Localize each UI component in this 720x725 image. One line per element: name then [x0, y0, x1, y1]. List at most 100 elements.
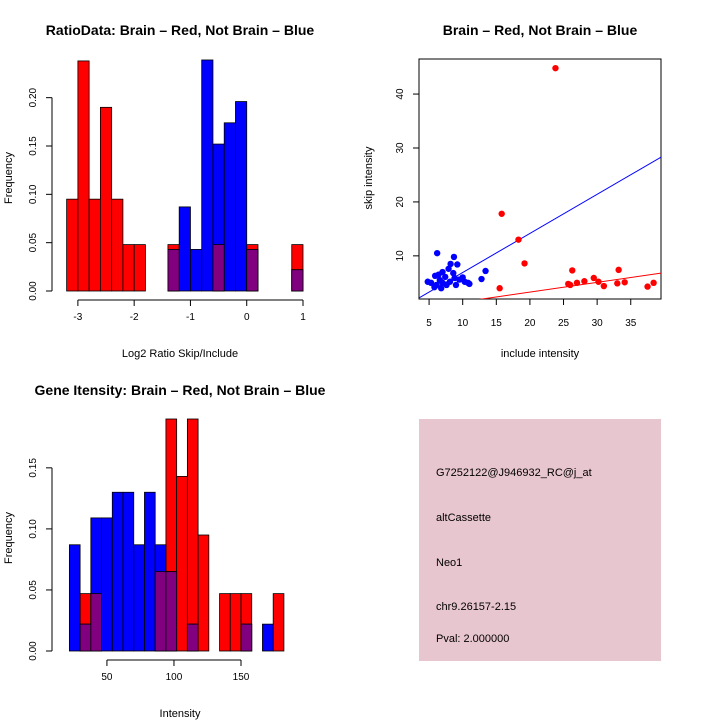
gene-intensity-bar-brain-8 [229, 593, 242, 652]
scatter-x-tick-label: 15 [491, 318, 503, 329]
ratio-bar-overlap-1 [212, 244, 225, 292]
scatter-point-brain-6 [590, 274, 597, 282]
gene-intensity-x-tick-label: 50 [101, 672, 113, 683]
scatter-point-not-brain-11 [431, 272, 439, 280]
scatter-axes: 5 10 15 20 25 30 35 10 20 30 40 [395, 88, 637, 329]
scatter-point-not-brain-21 [443, 281, 450, 289]
info-pval: Pval: 2.000000 [436, 633, 509, 645]
gene-intensity-histogram: Gene Itensity: Brain – Red, Not Brain – … [3, 382, 326, 720]
ratio-bar-overlap-0 [167, 249, 180, 292]
scatter-x-tick-label: 35 [625, 318, 637, 329]
scatter-y-tick-label: 20 [395, 196, 406, 208]
gene-intensity-bar-not-brain-0 [68, 544, 81, 652]
scatter-point-brain-9 [595, 278, 602, 285]
gene-intensity-x-tick-label: 100 [166, 672, 183, 683]
scatter-point-not-brain-0 [433, 249, 441, 257]
scatter-y-tick-label: 10 [395, 250, 406, 262]
ratio-bar-not-brain-2 [190, 249, 203, 292]
scatter-point-not-brain-24 [437, 285, 445, 292]
scatter-point-brain-4 [569, 267, 576, 274]
ratio-bar-not-brain-3 [201, 59, 214, 292]
ratio-bar-not-brain-6 [235, 101, 248, 292]
info-probe-id: G7252122@J946932_RC@j_at [436, 467, 592, 479]
scatter-x-label: include intensity [501, 348, 580, 360]
scatter-point-brain-8 [573, 279, 581, 287]
scatter-fit-lines [419, 156, 661, 299]
ratio-x-tick-label: 0 [244, 312, 250, 323]
scatter-y-tick-label: 40 [395, 88, 406, 100]
scatter-point-brain-7 [581, 278, 588, 285]
gene-intensity-bar-overlap-4 [186, 623, 199, 652]
scatter-point-not-brain-4 [445, 265, 452, 272]
gene-intensity-y-tick-label: 0.05 [28, 580, 39, 600]
gene-intensity-bar-brain-6 [197, 534, 210, 652]
gene-intensity-bars [68, 418, 285, 652]
ratio-y-tick-label: 0.00 [28, 281, 39, 301]
info-event-type: altCassette [436, 512, 491, 524]
ratio-x-label: Log2 Ratio Skip/Include [122, 348, 238, 360]
ratio-x-tick-label: 1 [300, 312, 306, 323]
scatter-point-brain-14 [644, 283, 651, 290]
scatter-x-tick-label: 10 [457, 318, 469, 329]
scatter-point-brain-13 [621, 279, 628, 286]
gene-intensity-bar-not-brain-12 [262, 623, 274, 652]
scatter-point-not-brain-5 [482, 267, 489, 275]
scatter-point-brain-16 [496, 285, 503, 292]
ratio-x-tick-label: -2 [130, 312, 139, 323]
scatter-fit-line-0 [419, 156, 661, 299]
scatter-x-tick-label: 30 [592, 318, 604, 329]
gene-intensity-bar-overlap-0 [79, 623, 92, 652]
scatter-point-not-brain-26 [451, 274, 458, 282]
ratio-y-tick-label: 0.20 [28, 87, 39, 107]
gene-intensity-bar-not-brain-7 [144, 491, 156, 652]
scatter-point-not-brain-12 [478, 275, 485, 283]
scatter-point-brain-15 [650, 279, 657, 287]
info-location: chr9.26157-2.15 [436, 601, 516, 613]
scatter-x-tick-label: 20 [524, 318, 536, 329]
ratio-bar-brain-0 [66, 198, 79, 292]
scatter-points [424, 64, 657, 292]
scatter-point-not-brain-10 [442, 273, 449, 281]
ratio-bar-overlap-3 [291, 269, 304, 292]
gene-intensity-x-tick-label: 150 [233, 672, 250, 683]
ratio-bar-overlap-2 [246, 249, 259, 292]
ratio-bar-brain-3 [99, 106, 113, 292]
gene-intensity-title: Gene Itensity: Brain – Red, Not Brain – … [35, 382, 326, 398]
scatter-title: Brain – Red, Not Brain – Blue [443, 22, 638, 38]
scatter-point-not-brain-27 [461, 278, 468, 285]
scatter-y-label: skip intensity [363, 146, 375, 209]
gene-intensity-bar-not-brain-6 [133, 544, 145, 652]
scatter-point-brain-1 [498, 210, 505, 217]
gene-intensity-bar-overlap-5 [240, 623, 253, 652]
gene-intensity-y-tick-label: 0.10 [28, 519, 39, 539]
ratio-bar-brain-4 [111, 198, 124, 292]
ratio-bar-brain-2 [88, 198, 101, 292]
scatter-point-brain-12 [614, 280, 621, 287]
ratio-bar-brain-1 [77, 60, 90, 292]
gene-intensity-bar-not-brain-5 [122, 491, 135, 652]
scatter-point-not-brain-23 [424, 278, 431, 285]
scatter-point-not-brain-25 [431, 283, 438, 291]
ratio-x-tick-label: -3 [73, 312, 82, 323]
info-panel-background [419, 419, 661, 661]
ratio-bar-brain-6 [133, 244, 146, 292]
scatter-x-tick-label: 25 [558, 318, 570, 329]
gene-intensity-bar-not-brain-3 [101, 517, 113, 652]
gene-intensity-y-tick-label: 0.00 [28, 641, 39, 661]
ratio-bars [66, 59, 304, 292]
ratio-title: RatioData: Brain – Red, Not Brain – Blue [46, 22, 315, 38]
scatter-point-brain-2 [515, 236, 522, 243]
ratio-axes: -3 -2 -1 0 1 0.00 0.05 0.10 0.15 0.20 [28, 87, 306, 323]
scatter-point-brain-11 [600, 282, 608, 290]
scatter-point-brain-3 [521, 260, 528, 267]
gene-intensity-bar-brain-5 [186, 418, 199, 652]
gene-intensity-bar-brain-4 [176, 475, 188, 652]
scatter-point-not-brain-22 [452, 281, 460, 289]
ratio-bar-not-brain-1 [178, 206, 191, 292]
ratio-x-tick-label: -1 [186, 312, 195, 323]
scatter-point-not-brain-8 [450, 269, 457, 277]
ratio-histogram: RatioData: Brain – Red, Not Brain – Blue… [3, 22, 314, 360]
gene-intensity-bar-overlap-2 [154, 571, 167, 652]
gene-intensity-bar-brain-7 [219, 593, 231, 652]
